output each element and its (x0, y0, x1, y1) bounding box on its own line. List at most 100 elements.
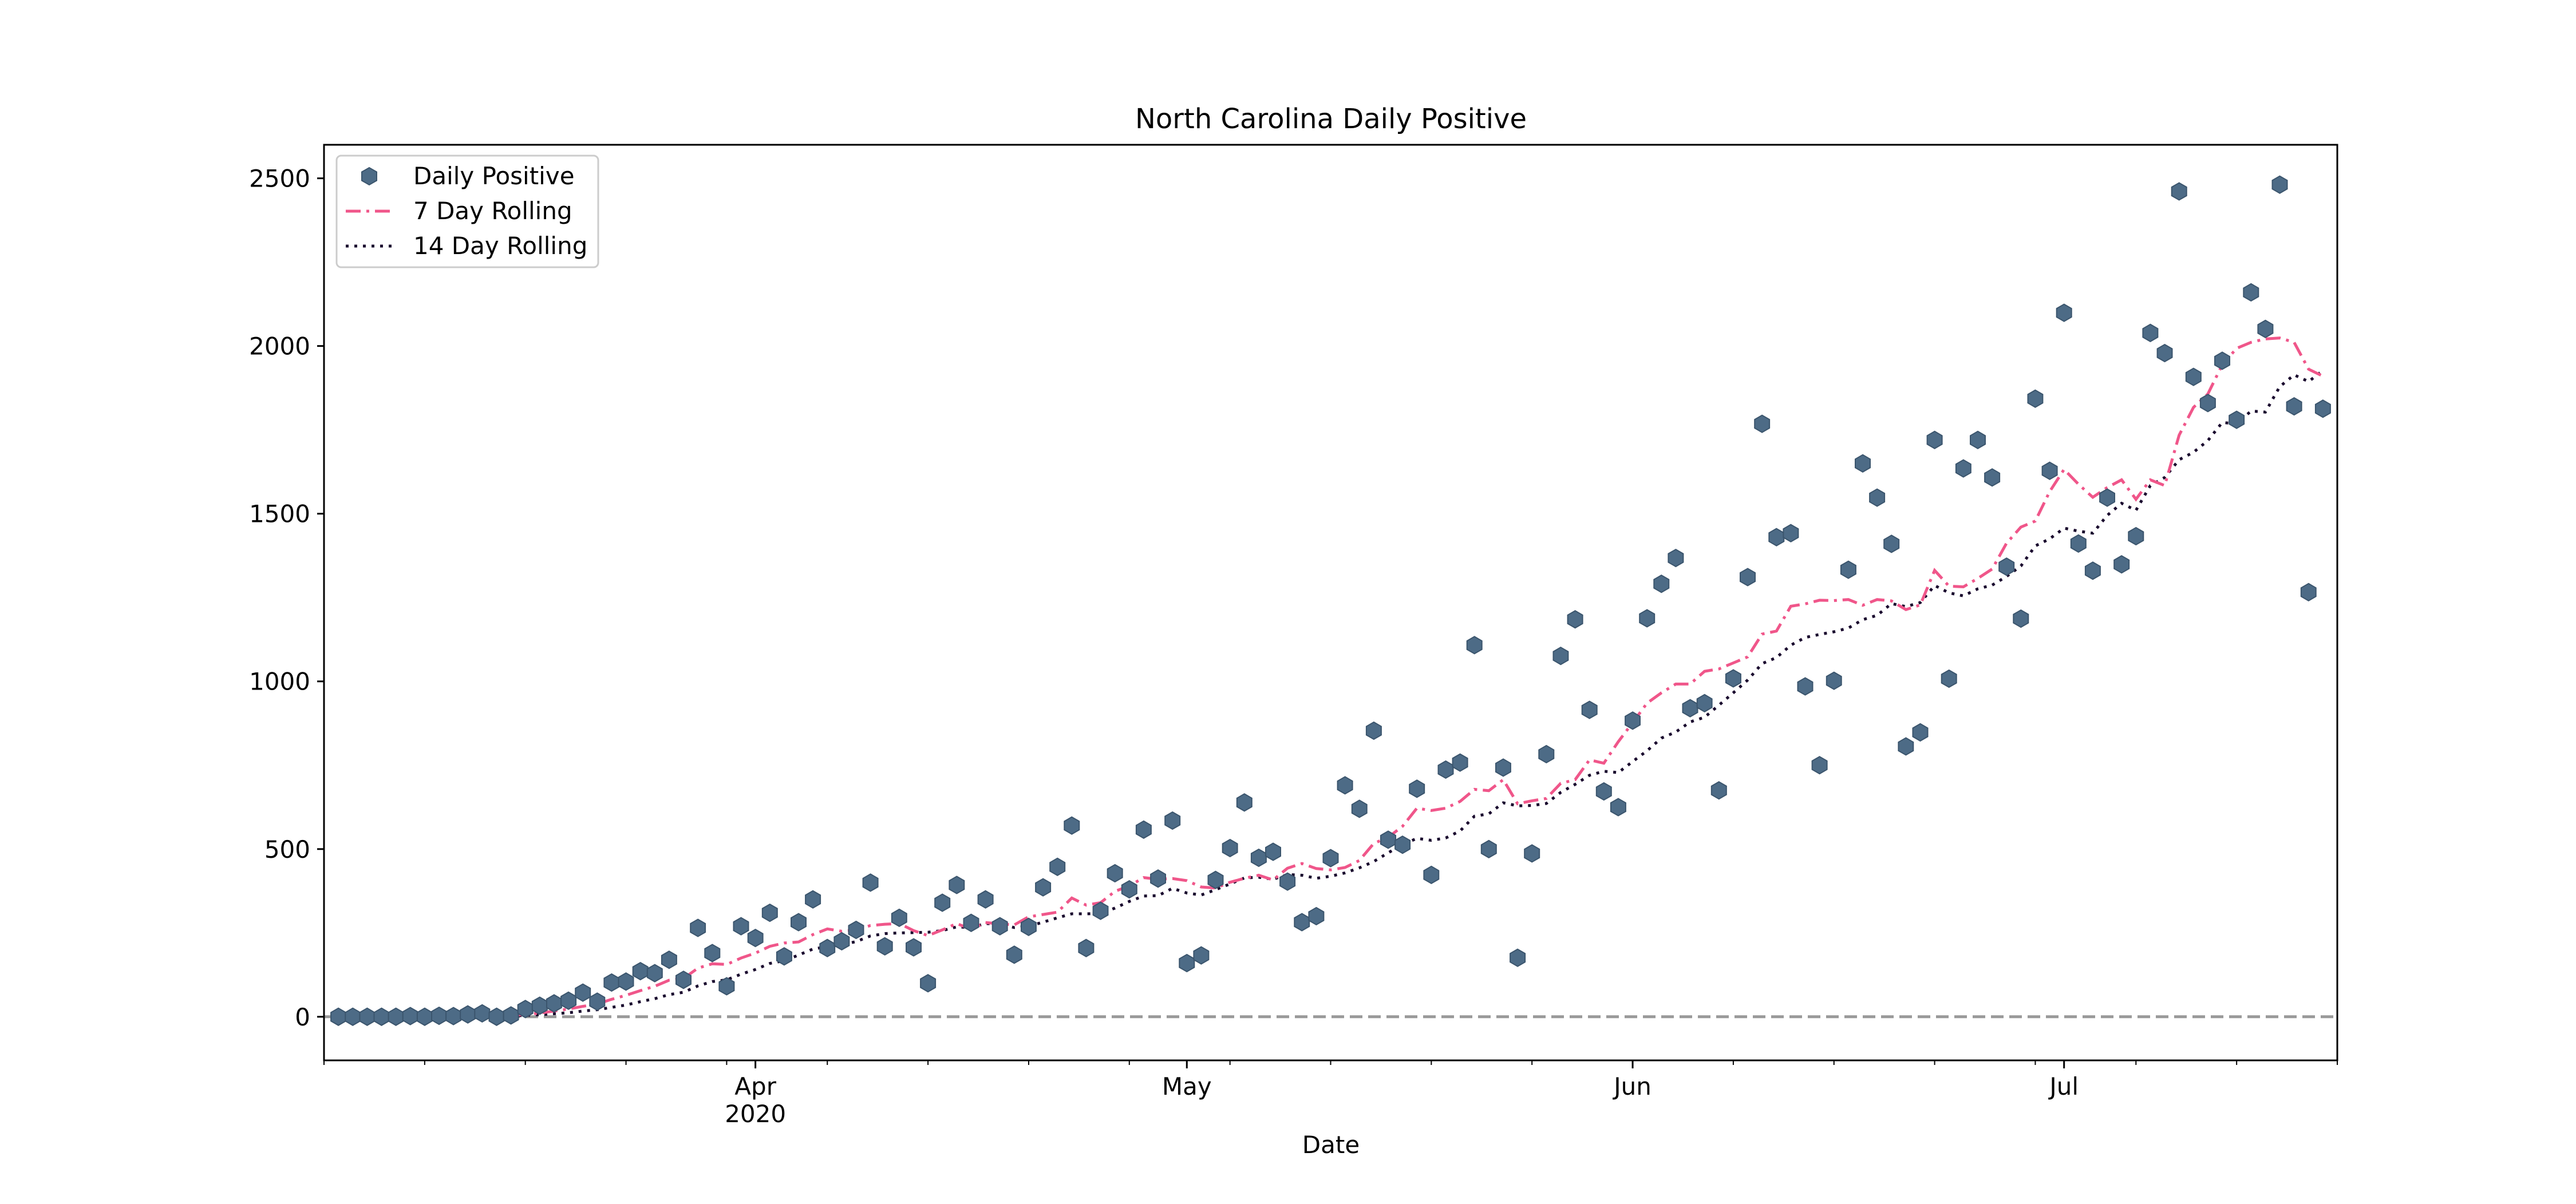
data-point (1998, 557, 2015, 576)
data-point (819, 938, 836, 957)
x-axis-label: Date (1302, 1131, 1360, 1159)
legend-box (335, 155, 599, 268)
data-point (1941, 669, 1957, 688)
data-point (661, 950, 677, 969)
x-tick-label: Apr (734, 1072, 776, 1100)
legend-label: 14 Day Rolling (413, 232, 587, 260)
data-point (1049, 857, 1066, 876)
data-point (1898, 737, 1914, 756)
data-point (2128, 526, 2144, 546)
data-point (891, 908, 907, 928)
data-point (1696, 694, 1713, 712)
data-point (690, 918, 706, 937)
legend: Daily Positive 7 Day Rolling 14 Day Roll… (335, 155, 599, 268)
data-point (862, 873, 879, 892)
data-point (1510, 948, 1526, 967)
data-point (1409, 779, 1425, 798)
data-point (1179, 953, 1195, 973)
data-point (1625, 711, 1641, 730)
data-point (675, 971, 692, 989)
data-point (431, 1006, 447, 1025)
data-point (1754, 414, 1771, 433)
data-point (1337, 776, 1353, 795)
data-point (1006, 945, 1022, 964)
data-point (704, 944, 721, 963)
series-daily-positive (330, 175, 2331, 1026)
data-point (618, 972, 634, 991)
plot-area (324, 175, 2337, 1026)
data-point (1826, 671, 1842, 690)
data-point (906, 938, 922, 957)
data-point (1380, 830, 1396, 849)
data-point (1452, 753, 1468, 772)
data-point (848, 920, 864, 940)
data-point (1682, 699, 1698, 718)
data-point (1150, 869, 1166, 888)
data-point (1653, 575, 1670, 593)
data-point (531, 996, 548, 1015)
legend-label: Daily Positive (413, 162, 575, 190)
data-point (1423, 865, 1440, 885)
data-point (1121, 880, 1137, 899)
data-point (2070, 534, 2087, 553)
data-point (330, 1007, 347, 1026)
data-point (2243, 283, 2259, 302)
data-point (474, 1004, 491, 1023)
y-tick-label: 2500 (249, 165, 310, 193)
data-point (2286, 397, 2302, 416)
data-point (977, 890, 994, 909)
data-point (2171, 182, 2187, 201)
data-point (1710, 781, 1727, 800)
legend-marker-hexagon (361, 167, 377, 186)
data-point (1524, 844, 1540, 863)
data-point (416, 1007, 433, 1026)
data-point (1021, 917, 1037, 936)
data-point (359, 1007, 376, 1026)
data-point (1365, 721, 1382, 740)
data-point (2113, 555, 2130, 574)
data-point (1811, 756, 1828, 775)
y-tick-label: 500 (264, 835, 310, 864)
data-point (1797, 677, 1814, 696)
data-point (791, 913, 807, 932)
data-point (1064, 816, 1080, 835)
data-point (1581, 700, 1598, 719)
data-point (2041, 461, 2058, 480)
data-point (1092, 901, 1109, 920)
data-point (1740, 568, 1756, 587)
data-point (1394, 835, 1411, 854)
data-point (805, 890, 821, 909)
data-point (2271, 175, 2288, 194)
data-point (503, 1006, 519, 1025)
data-point (388, 1007, 404, 1026)
data-point (1595, 782, 1612, 801)
x-tick-sublabel: 2020 (725, 1100, 786, 1128)
data-point (460, 1005, 476, 1024)
data-point (733, 917, 749, 936)
data-point (1236, 793, 1253, 812)
data-point (1480, 839, 1497, 858)
data-point (1351, 799, 1368, 818)
data-point (949, 876, 965, 894)
data-point (1495, 758, 1511, 777)
data-point (1610, 798, 1626, 817)
y-axis: 0 500 1000 1500 2000 2500 (249, 165, 324, 1031)
data-point (1984, 468, 2001, 487)
chart-title: North Carolina Daily Positive (1135, 103, 1527, 135)
data-point (1883, 534, 1900, 553)
data-point (1955, 459, 1971, 478)
data-point (2229, 410, 2245, 429)
data-point (402, 1007, 418, 1025)
data-point (2027, 389, 2044, 408)
data-point (1250, 848, 1267, 868)
data-point (876, 937, 893, 956)
data-point (761, 903, 778, 922)
y-tick-label: 1000 (249, 668, 310, 696)
legend-entry-daily-positive: Daily Positive (361, 162, 575, 190)
data-point (2099, 488, 2115, 507)
data-point (1768, 528, 1785, 546)
data-point (1035, 878, 1052, 897)
x-tick-label: Jun (1612, 1072, 1652, 1100)
